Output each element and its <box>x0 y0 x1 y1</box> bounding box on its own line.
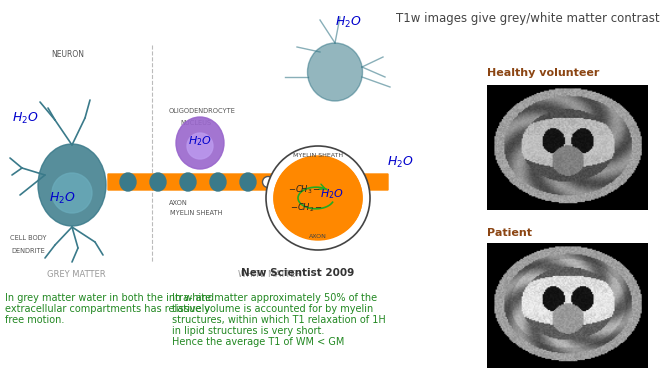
Text: tissue volume is accounted for by myelin: tissue volume is accounted for by myelin <box>172 304 374 314</box>
Text: $H_2O$: $H_2O$ <box>188 134 212 148</box>
Text: MYELIN SHEATH: MYELIN SHEATH <box>293 153 343 158</box>
Ellipse shape <box>300 173 316 191</box>
Ellipse shape <box>274 157 362 239</box>
Text: $H_2O$: $H_2O$ <box>49 191 75 206</box>
Circle shape <box>52 173 92 213</box>
Ellipse shape <box>38 144 106 226</box>
Ellipse shape <box>284 166 352 230</box>
Ellipse shape <box>305 188 331 212</box>
Text: OLIGODENDROCYTE: OLIGODENDROCYTE <box>169 108 235 114</box>
Text: T1w images give grey/white matter contrast: T1w images give grey/white matter contra… <box>396 12 660 25</box>
Text: GREY MATTER: GREY MATTER <box>47 270 105 279</box>
Text: structures, within which T1 relaxation of 1H: structures, within which T1 relaxation o… <box>172 315 386 325</box>
Text: In white matter approximately 50% of the: In white matter approximately 50% of the <box>172 293 377 303</box>
Text: $H_2O$: $H_2O$ <box>335 14 362 29</box>
Text: New Scientist 2009: New Scientist 2009 <box>241 268 355 278</box>
Ellipse shape <box>120 173 136 191</box>
Text: in lipid structures is very short.: in lipid structures is very short. <box>172 326 324 336</box>
Text: $H_2O$: $H_2O$ <box>11 110 38 125</box>
Text: DENDRITE: DENDRITE <box>11 248 45 254</box>
Text: extracellular compartments has relatively: extracellular compartments has relativel… <box>5 304 210 314</box>
Text: $-CH_3-$: $-CH_3-$ <box>287 184 320 196</box>
Text: Hence the average T1 of WM < GM: Hence the average T1 of WM < GM <box>172 337 344 347</box>
Ellipse shape <box>240 173 256 191</box>
Text: $H_2O$: $H_2O$ <box>320 187 344 201</box>
Text: NUCLEUS: NUCLEUS <box>181 120 211 126</box>
Ellipse shape <box>210 173 226 191</box>
Circle shape <box>266 146 370 250</box>
Text: $H_2O$: $H_2O$ <box>387 155 414 170</box>
Text: free motion.: free motion. <box>5 315 65 325</box>
Ellipse shape <box>350 173 366 191</box>
Text: Patient: Patient <box>487 228 532 238</box>
Text: MYELIN SHEATH: MYELIN SHEATH <box>169 210 222 216</box>
Ellipse shape <box>307 43 362 101</box>
Ellipse shape <box>180 173 196 191</box>
Text: AXON: AXON <box>169 200 187 206</box>
Text: Healthy volunteer: Healthy volunteer <box>487 68 600 78</box>
Ellipse shape <box>270 173 286 191</box>
Ellipse shape <box>330 173 346 191</box>
Ellipse shape <box>284 166 352 229</box>
Text: AXON: AXON <box>309 234 327 239</box>
Circle shape <box>187 133 213 159</box>
Ellipse shape <box>295 177 341 219</box>
Ellipse shape <box>150 173 166 191</box>
Text: $-CH_2-$: $-CH_2-$ <box>289 202 322 214</box>
Ellipse shape <box>292 174 344 222</box>
Text: WHITE MATTER: WHITE MATTER <box>238 270 301 279</box>
Text: In grey matter water in both the intra- and: In grey matter water in both the intra- … <box>5 293 214 303</box>
Ellipse shape <box>176 117 224 169</box>
Circle shape <box>263 177 273 187</box>
Ellipse shape <box>274 156 362 240</box>
Text: CELL BODY: CELL BODY <box>10 235 46 241</box>
Text: NEURON: NEURON <box>51 50 85 59</box>
FancyBboxPatch shape <box>108 174 388 190</box>
